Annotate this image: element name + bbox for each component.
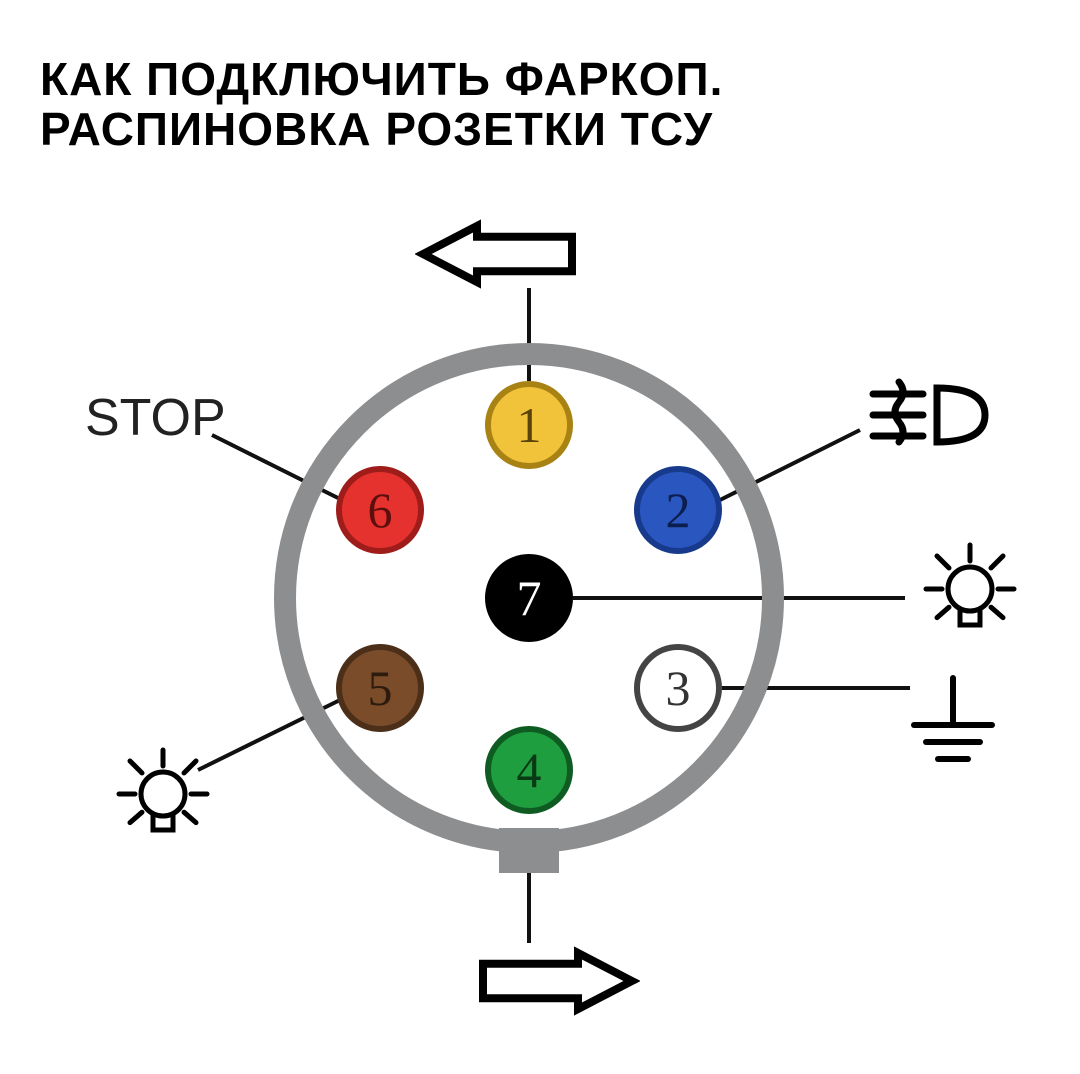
pin-2: 2: [634, 466, 722, 554]
ground-icon: [908, 670, 998, 780]
left-turn-arrow-icon: [415, 218, 580, 290]
pin-7: 7: [485, 554, 573, 642]
pin-1: 1: [485, 381, 573, 469]
connector-keyway: [499, 828, 559, 873]
pin-5: 5: [336, 644, 424, 732]
bulb-left-icon: [103, 740, 223, 860]
right-turn-arrow-icon: [475, 945, 640, 1017]
connector-diagram: 12 345 67 STOP: [0, 230, 1080, 1030]
bulb-right-icon: [910, 535, 1030, 655]
stop-label: STOP: [85, 388, 226, 448]
page-title: КАК ПОДКЛЮЧИТЬ ФАРКОП. РАСПИНОВКА РОЗЕТК…: [40, 55, 1060, 154]
fog-light-icon: [865, 370, 995, 460]
pin-6: 6: [336, 466, 424, 554]
pin-4: 4: [485, 726, 573, 814]
pin-3: 3: [634, 644, 722, 732]
